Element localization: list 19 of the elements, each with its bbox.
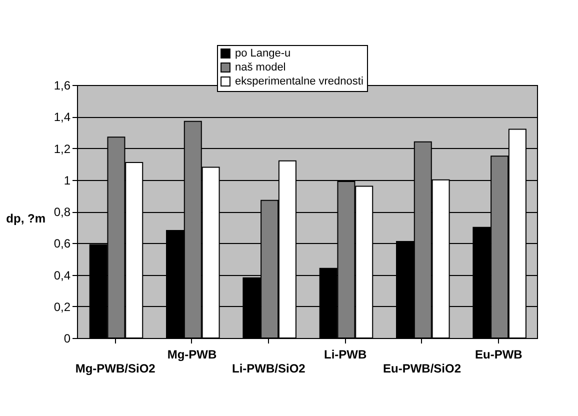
x-tick-label: Li-PWB — [324, 348, 367, 362]
y-tick-label: 1 — [64, 173, 71, 188]
y-tick-label: 0,2 — [54, 300, 71, 314]
y-tick-label: 1,4 — [54, 110, 71, 124]
x-tick-label: Mg-PWB/SiO2 — [75, 362, 156, 376]
legend-label: po Lange-u — [235, 48, 291, 60]
x-tick-label: Mg-PWB — [167, 348, 217, 362]
y-axis-title: dp, ?m — [6, 212, 46, 226]
y-tick-label: 0,6 — [54, 236, 71, 251]
y-tick-label: 0,4 — [54, 268, 71, 282]
legend-label: naš model — [235, 62, 286, 74]
legend-label: eksperimentalne vrednosti — [235, 76, 364, 88]
x-tick-label: Eu-PWB/SiO2 — [382, 362, 462, 376]
y-tick-label: 0 — [64, 332, 71, 346]
x-tick-label: Li-PWB/SiO2 — [232, 362, 306, 376]
y-tick-label: 1,2 — [54, 142, 71, 156]
x-tick-label: Eu-PWB — [475, 348, 523, 362]
y-tick-label: 0,8 — [54, 205, 71, 219]
y-tick-label: 1,6 — [54, 78, 71, 92]
